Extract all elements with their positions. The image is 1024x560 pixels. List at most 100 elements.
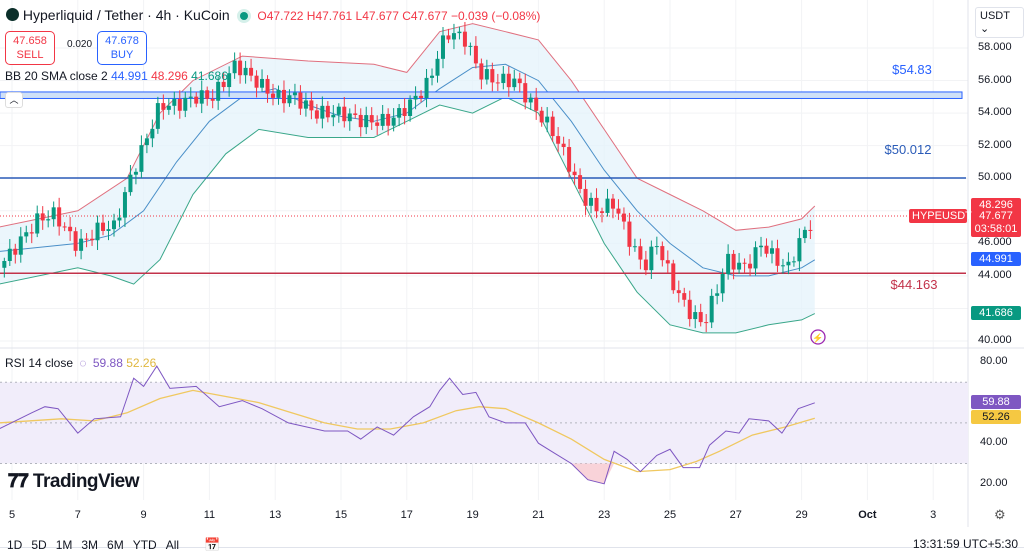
rsi-legend[interactable]: RSI 14 close ◌ 59.88 52.26	[5, 356, 156, 370]
candle	[166, 98, 171, 115]
candle-body	[589, 197, 594, 206]
candle-body	[479, 63, 484, 80]
currency-label: USDT	[980, 10, 1010, 22]
candle-body	[446, 35, 451, 40]
candle	[309, 91, 314, 120]
time-axis-label: 13	[269, 509, 281, 521]
candle	[473, 36, 478, 69]
candle	[35, 205, 40, 238]
candle-body	[375, 122, 380, 126]
candle	[7, 239, 12, 266]
candle	[111, 213, 116, 237]
candle-body	[391, 117, 396, 126]
ohlc-low: L47.677	[355, 9, 399, 23]
chevron-down-icon: ⌄	[980, 23, 990, 35]
sell-button[interactable]: 47.658 SELL	[5, 31, 55, 65]
candle	[605, 188, 610, 217]
candle-body	[731, 253, 736, 270]
candle-body	[216, 81, 221, 101]
candle	[101, 214, 106, 236]
candle	[298, 85, 303, 115]
candle	[720, 268, 725, 302]
range-5d[interactable]: 5D	[31, 538, 47, 552]
candle	[698, 303, 703, 327]
candle	[731, 250, 736, 280]
candle-body	[808, 229, 813, 231]
clock[interactable]: 13:31:59 UTC+5:30	[912, 537, 1018, 551]
candle-body	[276, 89, 281, 98]
rsi-label: RSI 14 close	[5, 356, 74, 370]
time-axis-label: 27	[730, 509, 742, 521]
time-axis-label: 25	[664, 509, 676, 521]
price-axis-label: 40.000	[978, 334, 1012, 347]
candle-body	[506, 73, 511, 88]
candle	[292, 83, 297, 105]
candle-body	[331, 114, 336, 118]
candle	[73, 227, 78, 257]
bb-lower-line	[0, 96, 816, 334]
candle	[769, 240, 774, 264]
candle-body	[144, 138, 149, 146]
level-label: $54.83	[892, 62, 932, 77]
candle	[484, 59, 489, 85]
candle-body	[298, 92, 303, 109]
candle	[748, 254, 753, 276]
candle	[2, 257, 7, 278]
candle-body	[90, 238, 95, 241]
candle-body	[572, 171, 577, 176]
candle	[249, 58, 254, 82]
candle	[177, 90, 182, 119]
candle	[534, 87, 539, 120]
currency-select[interactable]: USDT ⌄	[975, 7, 1024, 38]
range-3m[interactable]: 3M	[81, 538, 99, 552]
go-to-date-calendar-icon[interactable]: 📅	[204, 537, 221, 552]
candle-body	[199, 90, 204, 104]
candle	[528, 93, 533, 110]
range-6m[interactable]: 6M	[107, 538, 124, 552]
collapse-legend-icon[interactable]: ︿	[5, 92, 23, 108]
price-axis-label: 44.000	[978, 268, 1012, 281]
candle	[539, 106, 544, 127]
candle-body	[430, 75, 435, 78]
candle-body	[786, 261, 791, 266]
candle-body	[682, 293, 687, 300]
candle-body	[490, 69, 495, 83]
candle-body	[709, 295, 714, 323]
buy-button[interactable]: 47.678 BUY	[97, 31, 147, 65]
candle	[517, 72, 522, 93]
candle	[413, 86, 418, 110]
chart-settings-icon[interactable]: ⚙	[994, 507, 1006, 522]
bb-basis-tag: 44.991	[971, 251, 1021, 266]
candle-body	[610, 198, 615, 209]
sell-price: 47.658	[13, 35, 47, 47]
symbol-title[interactable]: Hyperliquid / Tether · 4h · KuCoin	[22, 7, 230, 23]
candle	[347, 108, 352, 131]
candle-body	[764, 245, 769, 254]
candle-body	[227, 73, 232, 88]
candle	[654, 236, 659, 255]
range-ytd[interactable]: YTD	[132, 538, 157, 552]
time-axis-label: Oct	[858, 509, 877, 521]
candle-body	[671, 263, 676, 291]
candle-body	[769, 248, 774, 254]
range-1m[interactable]: 1M	[55, 538, 73, 552]
candle-body	[556, 136, 561, 144]
price-axis-label: 56.000	[978, 73, 1012, 86]
candle-body	[238, 60, 243, 76]
candle	[260, 69, 265, 92]
toolbar-divider	[0, 547, 1024, 548]
candle-body	[79, 238, 84, 251]
candle-body	[484, 69, 489, 80]
candle-body	[40, 213, 45, 221]
bb-legend[interactable]: BB 20 SMA close 2 44.991 48.296 41.686	[5, 69, 228, 83]
range-1d[interactable]: 1D	[7, 538, 23, 552]
range-all[interactable]: All	[165, 538, 180, 552]
candle	[205, 86, 210, 106]
ohlc-open: O47.722	[257, 9, 304, 23]
candle	[621, 207, 626, 230]
time-axis-label: 23	[598, 509, 610, 521]
candle-body	[605, 198, 610, 213]
rsi-ma-tag: 52.26	[971, 410, 1021, 425]
candle	[397, 103, 402, 127]
